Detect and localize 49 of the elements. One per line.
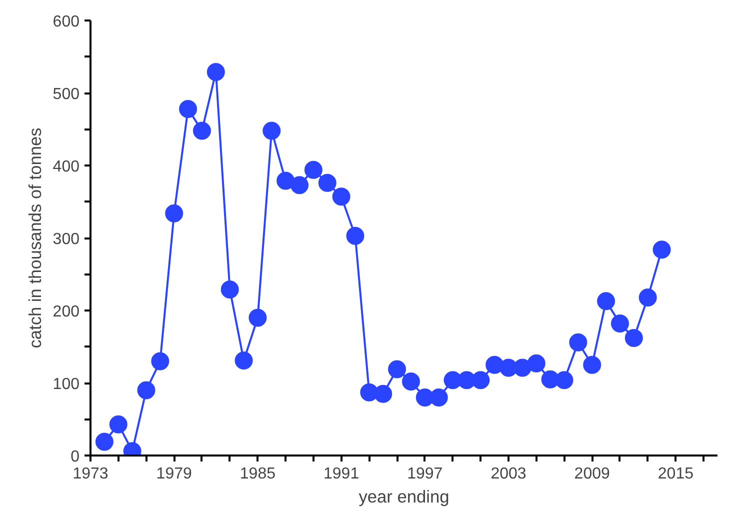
point	[402, 372, 420, 391]
point	[192, 122, 211, 140]
point	[555, 371, 574, 390]
point	[290, 176, 308, 194]
y-tick-label: 500	[52, 86, 80, 103]
x-tick-label: 1997	[407, 466, 443, 482]
y-tick-label: 300	[52, 231, 80, 248]
point	[583, 356, 602, 374]
point	[276, 172, 295, 190]
point	[234, 352, 253, 370]
point	[304, 160, 322, 179]
x-tick-label: 2003	[490, 466, 526, 482]
point	[179, 100, 198, 118]
y-tick-label: 100	[52, 376, 80, 393]
point	[248, 308, 267, 327]
point	[151, 352, 170, 370]
point	[109, 415, 128, 434]
x-axis-title: year ending	[358, 486, 450, 506]
x-tick-label: 1985	[240, 466, 276, 482]
point	[388, 360, 406, 378]
point	[95, 432, 114, 451]
point	[220, 280, 239, 298]
x-tick-label: 2015	[658, 466, 694, 482]
point	[346, 226, 364, 245]
point	[262, 122, 281, 140]
x-tick-label: 1973	[72, 466, 108, 482]
point	[652, 240, 671, 259]
point	[527, 354, 546, 372]
y-tick-label: 600	[52, 14, 80, 30]
point	[597, 292, 616, 310]
point	[624, 329, 643, 348]
point	[569, 333, 588, 352]
point	[206, 62, 225, 81]
point	[318, 174, 336, 192]
y-axis-title: catch in thousands of tonnes	[24, 127, 45, 348]
point	[610, 314, 629, 333]
point	[472, 371, 490, 390]
point	[332, 188, 350, 206]
x-tick-label: 1979	[156, 466, 192, 482]
y-tick-label: 200	[52, 304, 80, 320]
x-tick-label: 2009	[574, 466, 610, 482]
point	[137, 381, 156, 400]
y-tick-label: 400	[52, 158, 80, 176]
point	[165, 204, 184, 222]
y-tick-label: 0	[70, 448, 80, 466]
point	[638, 288, 657, 306]
point	[374, 384, 392, 403]
x-tick-label: 1991	[324, 466, 360, 482]
point	[430, 388, 448, 406]
